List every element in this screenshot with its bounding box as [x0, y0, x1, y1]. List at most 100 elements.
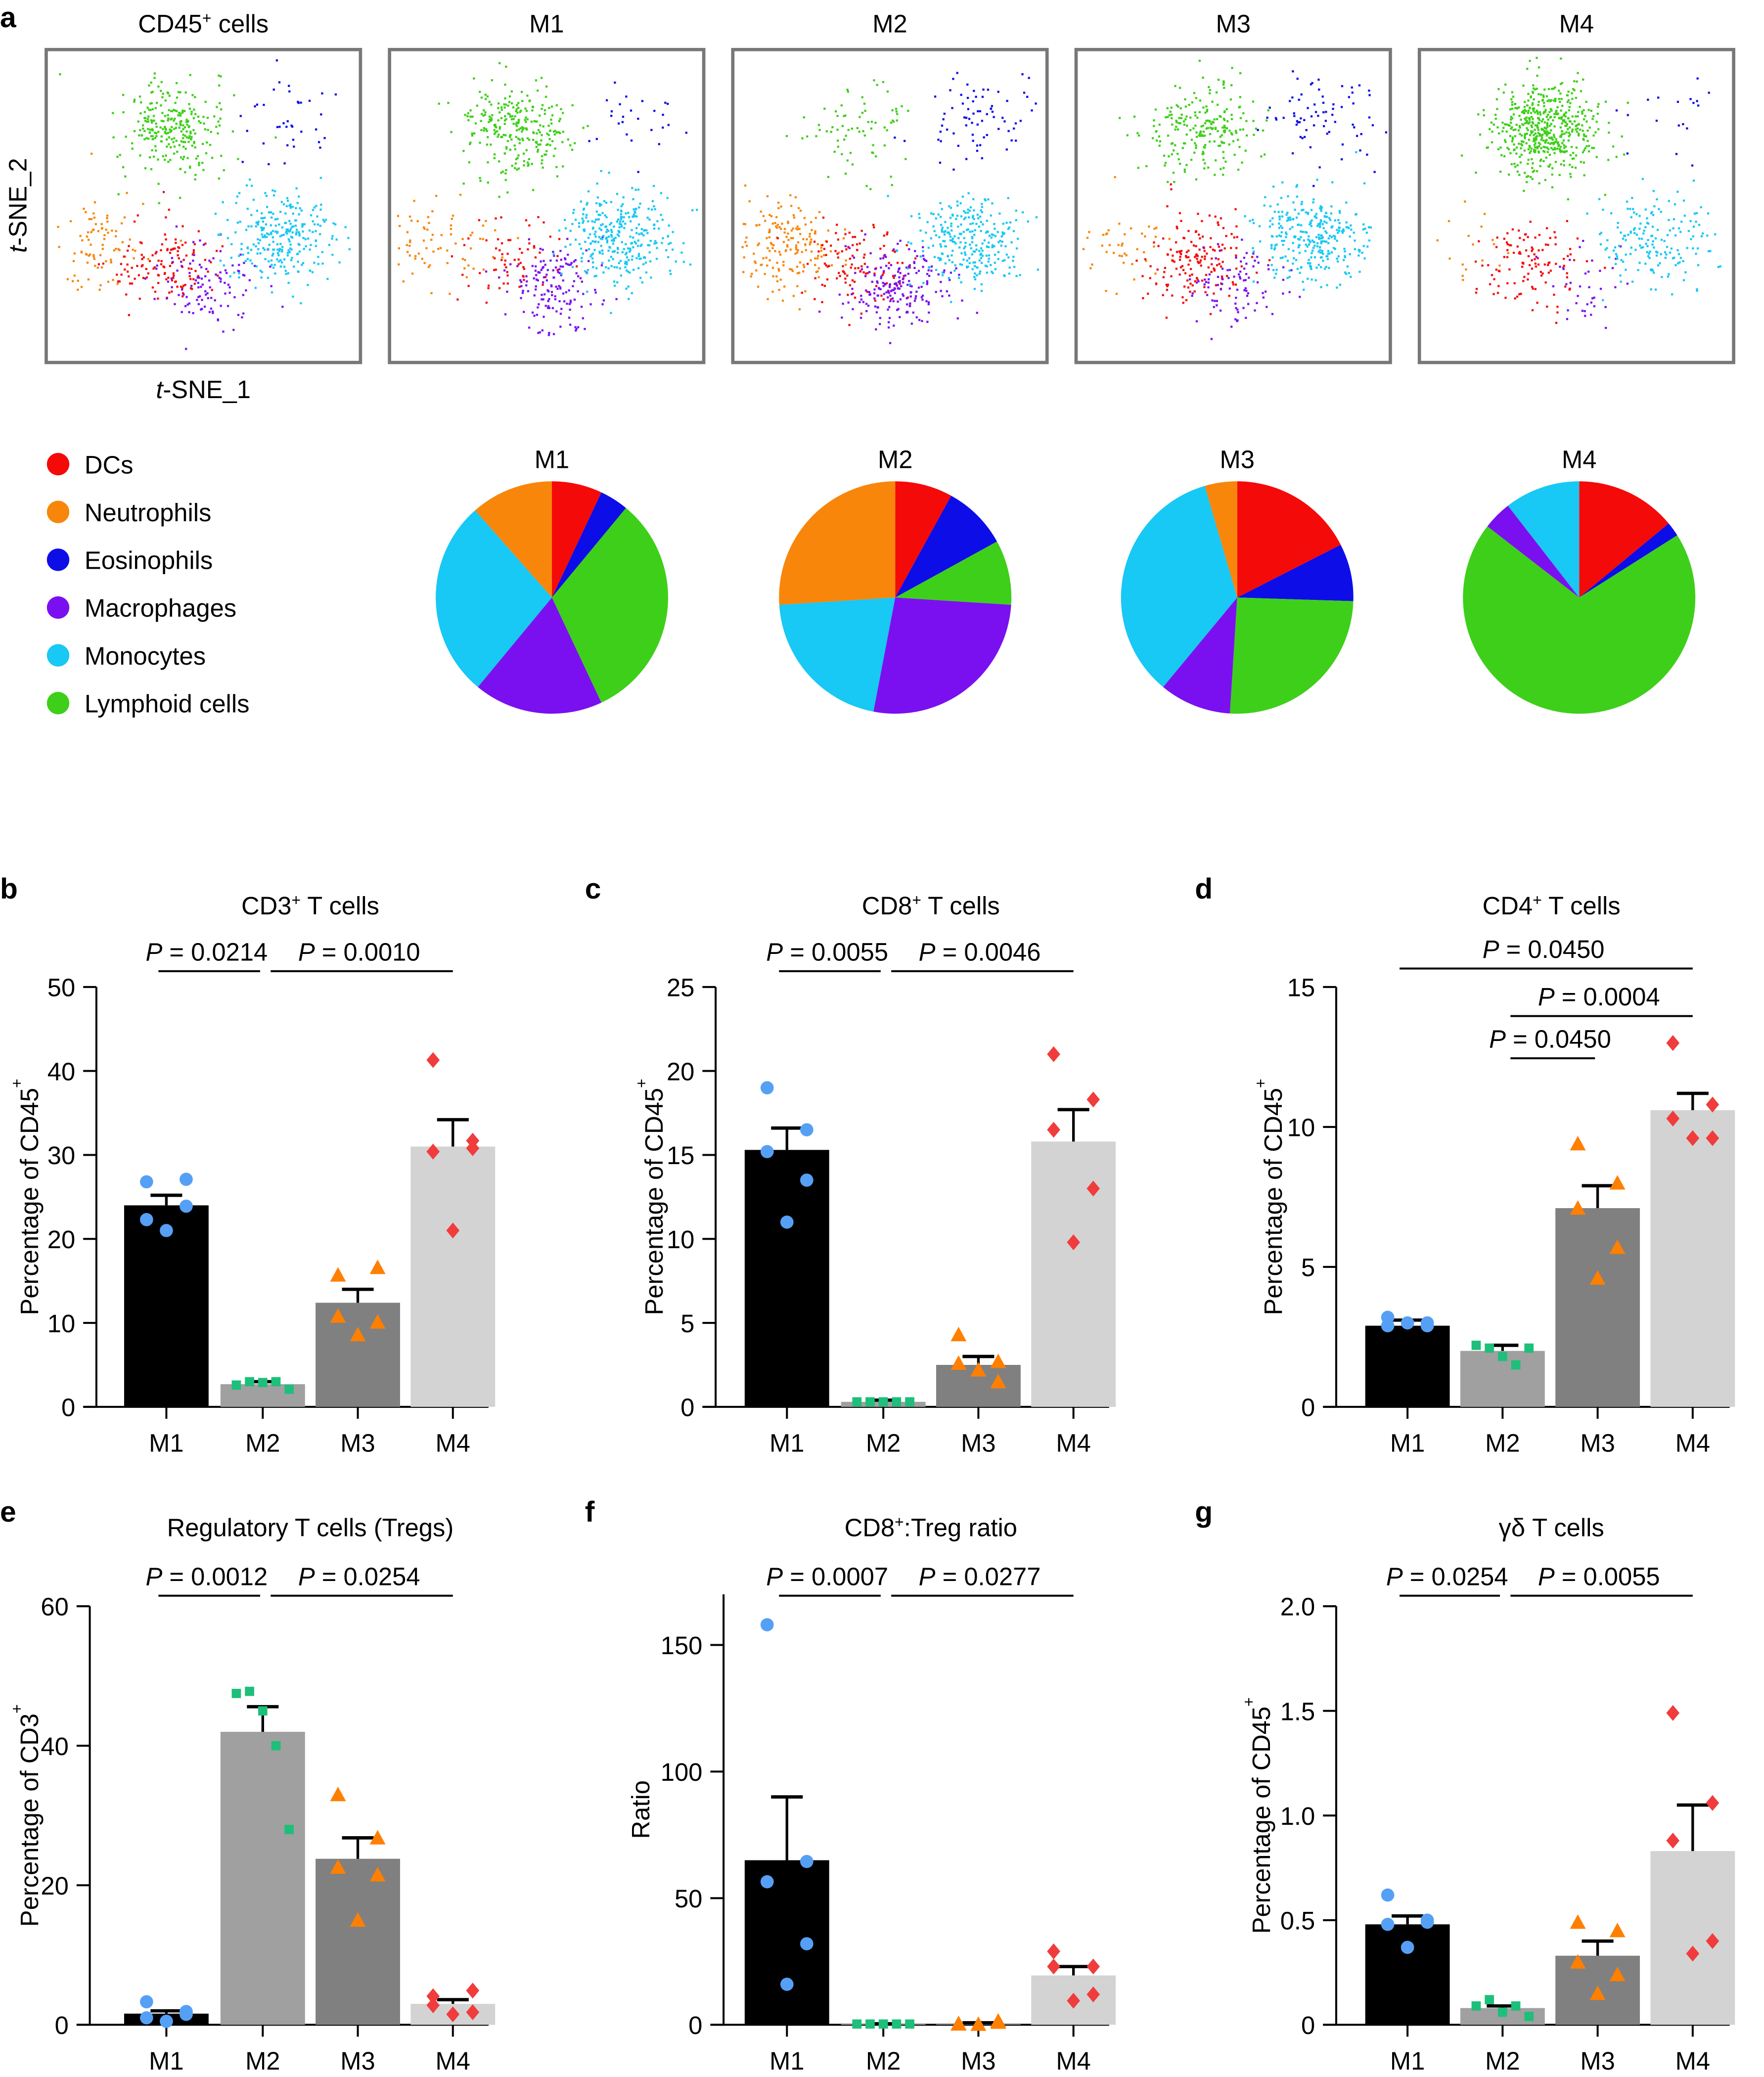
tsne-point — [1290, 269, 1293, 271]
tsne-point — [593, 249, 596, 251]
tsne-point — [1550, 109, 1553, 112]
tsne-point — [1566, 318, 1569, 320]
tsne-point — [1579, 285, 1582, 288]
tsne-point — [169, 252, 172, 254]
tsne-point — [814, 298, 816, 300]
tsne-point — [979, 215, 982, 218]
tsne-point — [277, 254, 280, 257]
tsne-point — [1682, 199, 1685, 202]
tsne-point — [191, 288, 193, 290]
tsne-point — [1255, 128, 1258, 130]
tsne-point — [926, 221, 929, 224]
tsne-point — [1213, 268, 1215, 270]
tsne-point — [1538, 119, 1541, 121]
tsne-point — [1696, 288, 1698, 291]
tsne-point — [817, 267, 820, 270]
tsne-point — [1625, 239, 1627, 241]
tsne-point — [487, 181, 489, 184]
tsne-point — [1292, 201, 1295, 204]
tsne-point — [261, 271, 263, 273]
tsne-point — [938, 236, 941, 238]
tsne-point — [1697, 104, 1700, 107]
tsne-point — [223, 169, 225, 172]
data-point — [1589, 1270, 1606, 1285]
tsne-point — [179, 91, 181, 93]
tsne-point — [224, 292, 226, 295]
tsne-point — [975, 248, 978, 251]
tsne-point — [487, 284, 490, 287]
tsne-point — [338, 261, 341, 264]
tsne-point — [543, 221, 545, 224]
tsne-point — [897, 300, 899, 303]
tsne-point — [1196, 278, 1199, 281]
tsne-point — [100, 227, 103, 230]
tsne-point — [1493, 293, 1495, 295]
tsne-point — [968, 262, 971, 265]
tsne-point — [131, 282, 134, 285]
tsne-point — [71, 280, 74, 282]
tsne-point — [503, 269, 506, 272]
tsne-point — [1651, 211, 1653, 214]
tsne-point — [1235, 256, 1237, 259]
tsne-point — [864, 109, 866, 112]
tsne-point — [185, 118, 188, 121]
tsne-point — [633, 213, 635, 216]
tsne-point — [617, 218, 620, 221]
tsne-point — [214, 213, 217, 215]
tsne-point — [658, 143, 660, 145]
tsne-point — [1320, 220, 1322, 223]
tsne-point — [1284, 255, 1287, 258]
tsne-point — [1553, 152, 1556, 154]
tsne-point — [796, 251, 799, 254]
tsne-point — [1222, 118, 1225, 120]
tsne-point — [208, 311, 211, 314]
tsne-point — [224, 269, 227, 271]
tsne-point — [1561, 122, 1563, 125]
tsne-point — [513, 259, 516, 261]
tsne-point — [654, 208, 656, 211]
tsne-point — [1209, 140, 1211, 143]
data-point — [1401, 1941, 1414, 1954]
tsne-point — [1696, 77, 1699, 80]
tsne-point — [1698, 224, 1701, 226]
tsne-point — [983, 239, 986, 242]
tsne-point — [1572, 88, 1575, 90]
tsne-point — [880, 266, 882, 269]
tsne-point — [518, 128, 520, 131]
x-tick-label: M2 — [866, 2047, 901, 2075]
tsne-point — [754, 260, 756, 263]
y-tick-label: 5 — [680, 1309, 694, 1338]
tsne-point — [1281, 226, 1284, 229]
tsne-point — [1537, 132, 1539, 135]
tsne-point — [1185, 299, 1188, 302]
tsne-point — [787, 232, 789, 235]
tsne-point — [1220, 265, 1222, 268]
tsne-point — [661, 219, 664, 221]
tsne-point — [101, 243, 104, 246]
tsne-point — [1245, 252, 1248, 254]
tsne-point — [1573, 89, 1576, 91]
tsne-point — [577, 290, 579, 293]
tsne-point — [1608, 256, 1611, 259]
tsne-point — [950, 207, 952, 209]
tsne-point — [1532, 248, 1534, 251]
tsne-point — [1217, 224, 1220, 226]
tsne-point — [1543, 88, 1546, 91]
tsne-point — [1517, 129, 1520, 132]
tsne-point — [1336, 239, 1338, 242]
tsne-point — [116, 282, 119, 285]
tsne-point — [1278, 218, 1281, 221]
tsne-point — [177, 91, 180, 93]
tsne-point — [1209, 133, 1212, 135]
tsne-point — [844, 264, 847, 266]
tsne-point — [117, 193, 120, 195]
tsne-point — [156, 264, 158, 267]
tsne-point — [1352, 124, 1354, 126]
tsne-point — [1616, 258, 1619, 260]
tsne-point — [261, 212, 263, 215]
tsne-point — [1170, 188, 1173, 190]
tsne-point — [1529, 134, 1532, 136]
tsne-point — [1309, 262, 1312, 265]
tsne-point — [1584, 315, 1586, 317]
tsne-point — [546, 269, 549, 271]
